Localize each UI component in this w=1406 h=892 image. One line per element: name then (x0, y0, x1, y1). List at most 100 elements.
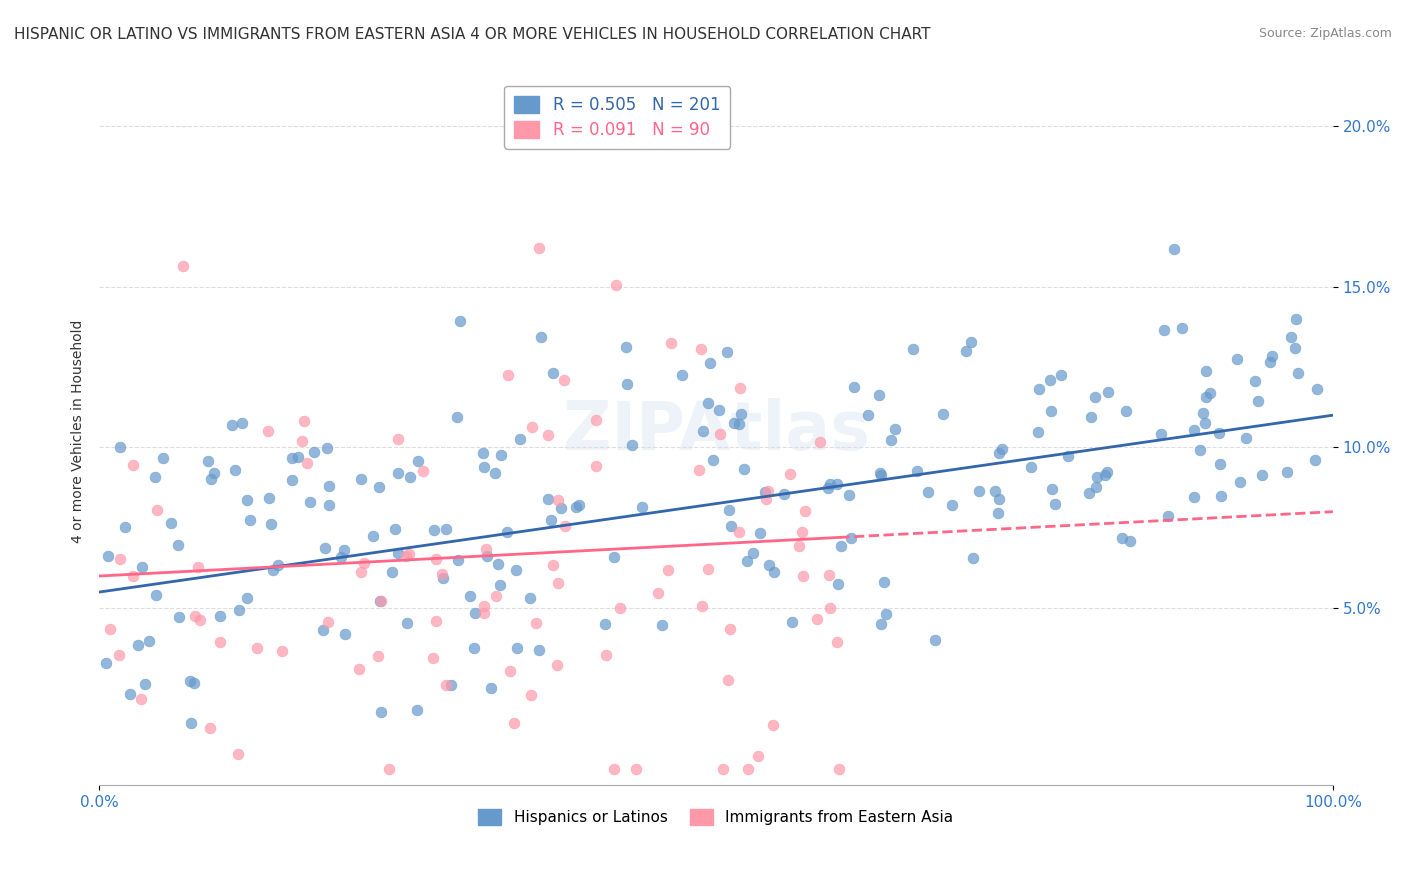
Point (631, 500, 654, 514)
Point (537, 428, 560, 442)
Point (262, 563, 284, 577)
Point (762, 566, 785, 580)
Point (422, 651, 444, 665)
Point (110, 551, 132, 566)
Point (370, 705, 392, 719)
Point (529, 642, 551, 657)
Point (1275, 466, 1298, 480)
Point (108, 440, 131, 454)
Point (472, 459, 495, 474)
Point (1097, 385, 1119, 400)
Point (367, 480, 389, 494)
Point (505, 563, 527, 577)
Point (290, 434, 312, 448)
Point (709, 427, 731, 442)
Point (489, 578, 512, 592)
Point (143, 470, 166, 484)
Point (408, 454, 430, 468)
Point (353, 556, 375, 570)
Point (246, 641, 269, 656)
Point (145, 588, 167, 602)
Point (609, 600, 631, 615)
Point (432, 566, 454, 581)
Point (842, 379, 865, 393)
Point (718, 503, 741, 517)
Point (208, 634, 231, 648)
Point (304, 445, 326, 459)
Point (1243, 375, 1265, 389)
Point (472, 599, 495, 613)
Point (121, 458, 143, 472)
Point (446, 409, 468, 424)
Point (231, 417, 253, 431)
Point (1153, 323, 1175, 337)
Point (423, 523, 446, 537)
Point (540, 513, 562, 527)
Point (810, 435, 832, 450)
Point (267, 558, 290, 573)
Point (1150, 427, 1173, 442)
Point (702, 452, 724, 467)
Point (484, 467, 506, 481)
Point (1080, 410, 1102, 425)
Point (688, 463, 710, 477)
Point (1195, 390, 1218, 404)
Point (1284, 341, 1306, 355)
Point (1208, 426, 1230, 441)
Point (260, 517, 283, 532)
Point (200, 721, 222, 735)
Point (184, 609, 207, 624)
Point (711, 762, 734, 776)
Point (169, 610, 191, 624)
Point (367, 649, 389, 664)
Point (754, 484, 776, 499)
Point (773, 487, 796, 501)
Point (294, 414, 316, 428)
Point (1234, 431, 1257, 445)
Point (120, 687, 142, 701)
Point (987, 506, 1010, 520)
Point (818, 568, 841, 582)
Point (1192, 406, 1215, 420)
Point (1085, 469, 1108, 483)
Point (733, 462, 755, 476)
Point (114, 519, 136, 533)
Point (1225, 351, 1247, 366)
Point (1194, 417, 1216, 431)
Point (335, 627, 357, 641)
Point (1084, 390, 1107, 404)
Point (188, 613, 211, 627)
Point (728, 417, 751, 431)
Point (991, 442, 1014, 456)
Point (737, 762, 759, 776)
Point (749, 526, 772, 541)
Point (280, 450, 302, 465)
Point (984, 484, 1007, 499)
Point (779, 467, 801, 481)
Point (595, 616, 617, 631)
Point (828, 762, 851, 776)
Point (475, 549, 498, 563)
Point (239, 513, 262, 527)
Point (318, 479, 340, 493)
Point (869, 468, 891, 483)
Point (839, 531, 862, 545)
Point (287, 450, 309, 465)
Point (1170, 320, 1192, 334)
Point (1195, 364, 1218, 378)
Point (626, 762, 648, 776)
Point (1182, 490, 1205, 504)
Point (720, 519, 742, 533)
Point (868, 387, 890, 401)
Point (200, 472, 222, 486)
Point (806, 612, 828, 626)
Point (1189, 443, 1212, 458)
Point (1199, 386, 1222, 401)
Text: HISPANIC OR LATINO VS IMMIGRANTS FROM EASTERN ASIA 4 OR MORE VEHICLES IN HOUSEHO: HISPANIC OR LATINO VS IMMIGRANTS FROM EA… (14, 27, 931, 42)
Point (208, 609, 231, 624)
Point (553, 373, 575, 387)
Point (224, 463, 246, 477)
Point (481, 681, 503, 696)
Point (464, 606, 486, 620)
Point (370, 594, 392, 608)
